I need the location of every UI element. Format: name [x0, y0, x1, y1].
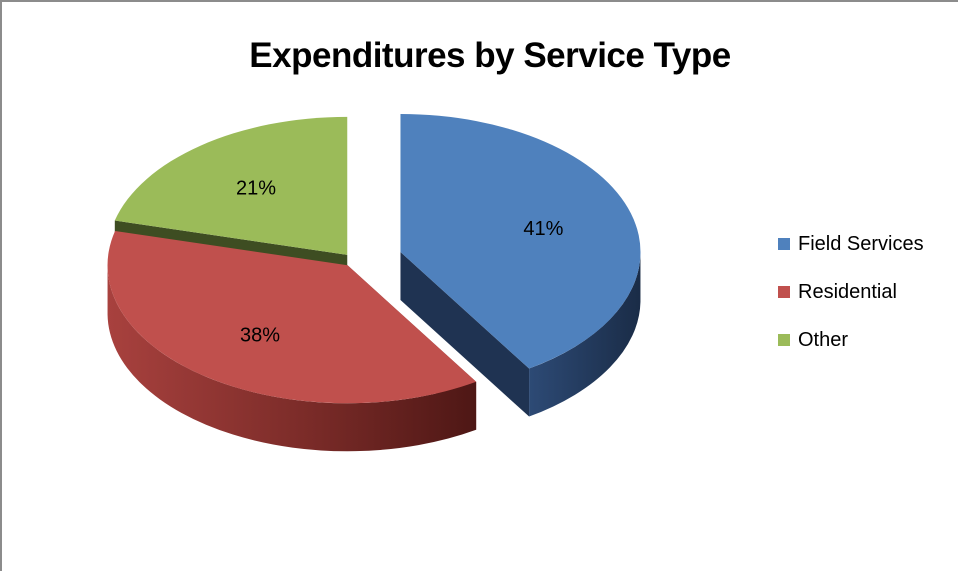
legend-label-field-services: Field Services — [798, 233, 924, 255]
pie-side-field-services — [400, 252, 641, 417]
legend-label-other: Other — [798, 329, 849, 351]
legend-label-residential: Residential — [798, 281, 897, 303]
pie-slice-field-services — [400, 114, 641, 369]
pie-data-label-other: 21% — [236, 177, 276, 199]
legend-swatch-residential — [778, 286, 790, 298]
pie-data-label-field-services: 41% — [523, 218, 563, 240]
chart-title: Expenditures by Service Type — [249, 36, 731, 75]
pie-data-label-residential: 38% — [240, 324, 280, 346]
pie-wall-field-services-1 — [400, 252, 530, 417]
pie-outer-wall-field-services — [529, 253, 641, 417]
legend-swatch-other — [778, 334, 790, 346]
pie-slice-residential — [107, 230, 477, 404]
legend-swatch-field-services — [778, 238, 790, 250]
pie-outer-wall-residential — [107, 266, 477, 452]
pie-slice-other — [114, 116, 348, 255]
